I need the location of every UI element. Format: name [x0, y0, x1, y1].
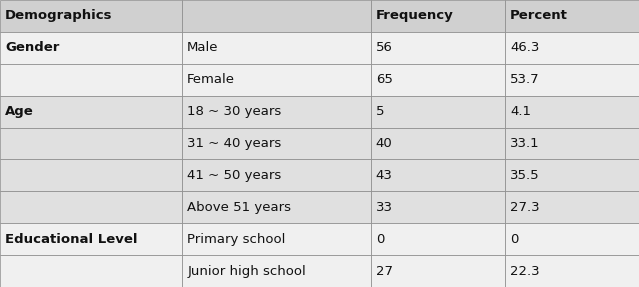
Bar [182, 191, 371, 223]
Bar [505, 32, 639, 64]
Bar [182, 0, 371, 32]
Bar [505, 160, 639, 191]
Bar [371, 255, 505, 287]
Text: 33: 33 [376, 201, 393, 214]
Bar [182, 255, 371, 287]
Text: 35.5: 35.5 [510, 169, 539, 182]
Text: 4.1: 4.1 [510, 105, 531, 118]
Text: 53.7: 53.7 [510, 73, 539, 86]
Bar [371, 0, 505, 32]
Text: 41 ~ 50 years: 41 ~ 50 years [187, 169, 281, 182]
Text: Educational Level: Educational Level [5, 233, 137, 246]
Text: 46.3: 46.3 [510, 41, 539, 54]
Bar [505, 127, 639, 160]
Text: 0: 0 [376, 233, 384, 246]
Bar [371, 191, 505, 223]
Text: Gender: Gender [5, 41, 59, 54]
Bar [0, 255, 182, 287]
Text: 65: 65 [376, 73, 392, 86]
Bar [371, 223, 505, 255]
Text: 33.1: 33.1 [510, 137, 539, 150]
Text: Primary school: Primary school [187, 233, 286, 246]
Bar [182, 64, 371, 96]
Text: Female: Female [187, 73, 235, 86]
Bar [182, 160, 371, 191]
Bar [0, 223, 182, 255]
Text: Demographics: Demographics [5, 9, 112, 22]
Bar [505, 64, 639, 96]
Text: Male: Male [187, 41, 219, 54]
Bar [371, 64, 505, 96]
Bar [0, 96, 182, 127]
Text: Junior high school: Junior high school [187, 265, 306, 278]
Bar [0, 0, 182, 32]
Text: Percent: Percent [510, 9, 568, 22]
Bar [182, 223, 371, 255]
Bar [371, 127, 505, 160]
Text: 40: 40 [376, 137, 392, 150]
Bar [505, 96, 639, 127]
Bar [371, 32, 505, 64]
Bar [182, 96, 371, 127]
Text: Age: Age [5, 105, 34, 118]
Bar [505, 223, 639, 255]
Text: 56: 56 [376, 41, 392, 54]
Bar [0, 32, 182, 64]
Text: 0: 0 [510, 233, 518, 246]
Bar [182, 127, 371, 160]
Bar [505, 191, 639, 223]
Text: 43: 43 [376, 169, 392, 182]
Bar [371, 96, 505, 127]
Text: 22.3: 22.3 [510, 265, 539, 278]
Bar [505, 0, 639, 32]
Text: 27.3: 27.3 [510, 201, 539, 214]
Text: 31 ~ 40 years: 31 ~ 40 years [187, 137, 281, 150]
Bar [0, 160, 182, 191]
Text: Above 51 years: Above 51 years [187, 201, 291, 214]
Bar [371, 160, 505, 191]
Text: Frequency: Frequency [376, 9, 454, 22]
Bar [505, 255, 639, 287]
Text: 27: 27 [376, 265, 393, 278]
Bar [0, 64, 182, 96]
Bar [0, 127, 182, 160]
Bar [182, 32, 371, 64]
Text: 18 ~ 30 years: 18 ~ 30 years [187, 105, 281, 118]
Text: 5: 5 [376, 105, 384, 118]
Bar [0, 191, 182, 223]
